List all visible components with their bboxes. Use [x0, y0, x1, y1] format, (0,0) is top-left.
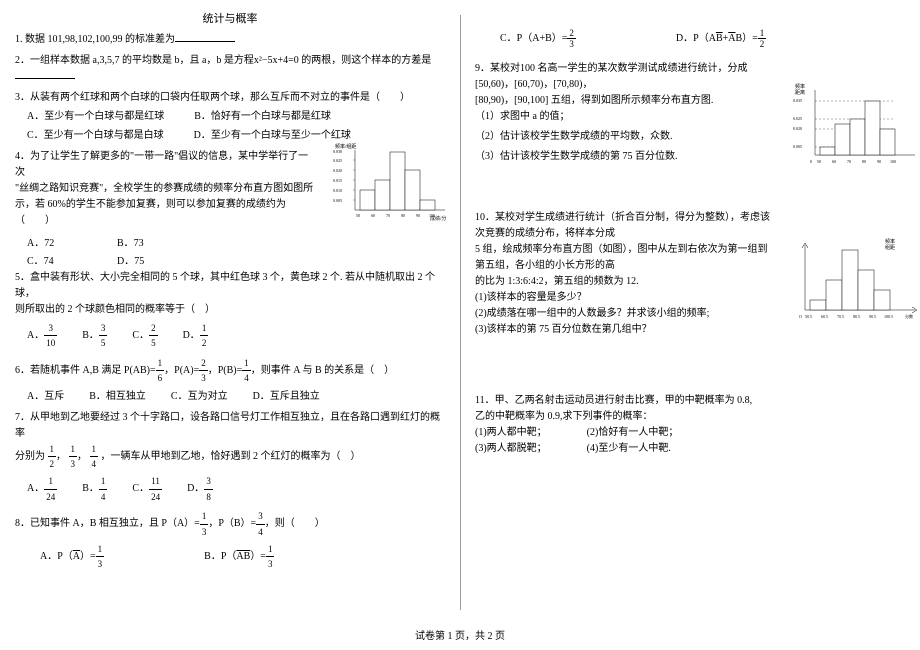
- question-11: 11．甲、乙两名射击运动员进行射击比赛，甲的中靶概率为 0.8, 乙的中靶概率为…: [475, 393, 905, 457]
- svg-text:0.010: 0.010: [333, 188, 342, 193]
- svg-text:0.015: 0.015: [333, 178, 342, 183]
- svg-text:90: 90: [877, 159, 881, 164]
- q3-options: A．至少有一个白球与都是红球 B．恰好有一个白球与都是红球: [27, 109, 445, 125]
- svg-text:0.020: 0.020: [793, 126, 802, 131]
- q6-options: A．互斥 B．相互独立 C．互为对立 D．互斥且独立: [27, 389, 445, 405]
- svg-text:0.030: 0.030: [333, 149, 342, 154]
- svg-text:80: 80: [401, 213, 405, 218]
- svg-text:70.5: 70.5: [837, 314, 844, 319]
- svg-text:90.5: 90.5: [869, 314, 876, 319]
- svg-text:0.025: 0.025: [333, 158, 342, 163]
- question-1: 1. 数据 101,98,102,100,99 的标准差为: [15, 32, 445, 48]
- question-2: 2．一组样本数据 a,3,5,7 的平均数是 b，且 a，b 是方程x²−5x+…: [15, 53, 445, 85]
- svg-text:频率: 频率: [795, 83, 805, 90]
- question-3: 3．从装有两个红球和两个白球的口袋内任取两个球，那么互斥而不对立的事件是（ ） …: [15, 90, 445, 144]
- q8-options-cd: C．P（A+B）=23 D．P（AB+AB）=12: [500, 28, 905, 49]
- chart-q4: 频率/组距 成绩/分 0.005 0.010 0.015 0.020 0.025…: [330, 140, 450, 225]
- svg-text:80.5: 80.5: [853, 314, 860, 319]
- svg-text:50: 50: [817, 159, 821, 164]
- svg-text:频率: 频率: [885, 238, 895, 245]
- right-column: C．P（A+B）=23 D．P（AB+AB）=12 9．某校对100 名高一学生…: [460, 0, 920, 650]
- page-title: 统计与概率: [15, 10, 445, 26]
- svg-text:70: 70: [386, 213, 390, 218]
- svg-text:距离: 距离: [795, 89, 805, 96]
- svg-text:90: 90: [416, 213, 420, 218]
- svg-text:0.005: 0.005: [793, 144, 802, 149]
- svg-text:0.020: 0.020: [333, 168, 342, 173]
- q7-options: A．124 B．14 C．1124 D．38: [27, 474, 445, 504]
- svg-text:O: O: [799, 314, 802, 319]
- svg-text:50.5: 50.5: [805, 314, 812, 319]
- q4-options2: C．74 D．75: [27, 252, 445, 267]
- question-8: 8．已知事件 A，B 相互独立，且 P（A）=13，P（B）=34，则（ ） A…: [15, 509, 445, 572]
- blank: [15, 69, 75, 79]
- svg-text:0.025: 0.025: [793, 116, 802, 121]
- svg-text:60: 60: [371, 213, 375, 218]
- q5-options: A．310 B．35 C．25 D．12: [27, 321, 445, 351]
- svg-text:组距: 组距: [885, 244, 895, 251]
- left-column: 统计与概率 1. 数据 101,98,102,100,99 的标准差为 2．一组…: [0, 0, 460, 650]
- question-6: 6．若随机事件 A,B 满足 P(AB)=16，P(A)=23，P(B)=14，…: [15, 356, 445, 405]
- svg-text:50: 50: [356, 213, 360, 218]
- blank: [175, 32, 235, 42]
- svg-text:100: 100: [890, 159, 896, 164]
- svg-text:70: 70: [847, 159, 851, 164]
- chart-q9: 频率 距离 0.005 0.020 0.025 0.035 0 50 60 70 80…: [790, 80, 920, 170]
- q8-options-ab: A．P（A）=13 B．P（AB）=13: [40, 542, 445, 572]
- svg-text:100: 100: [429, 213, 435, 218]
- question-7: 7．从甲地到乙地要经过 3 个十字路口，设各路口信号灯工作相互独立，且在各路口遇…: [15, 410, 445, 505]
- chart-q10: 频率 组距 O 50.5 60.5 70.5 80.5 90.5 100.5 分数: [790, 235, 920, 325]
- svg-text:80: 80: [862, 159, 866, 164]
- q4-options: A．72 B．73: [27, 234, 445, 249]
- svg-text:100.5: 100.5: [884, 314, 893, 319]
- svg-text:60.5: 60.5: [821, 314, 828, 319]
- question-5: 5．盒中装有形状、大小完全相同的 5 个球，其中红色球 3 个，黄色球 2 个.…: [15, 270, 445, 351]
- svg-text:分数: 分数: [905, 313, 913, 319]
- svg-text:0.035: 0.035: [793, 98, 802, 103]
- page-footer: 试卷第 1 页，共 2 页: [0, 627, 920, 642]
- svg-text:0: 0: [810, 159, 812, 164]
- svg-text:0.005: 0.005: [333, 198, 342, 203]
- svg-text:60: 60: [832, 159, 836, 164]
